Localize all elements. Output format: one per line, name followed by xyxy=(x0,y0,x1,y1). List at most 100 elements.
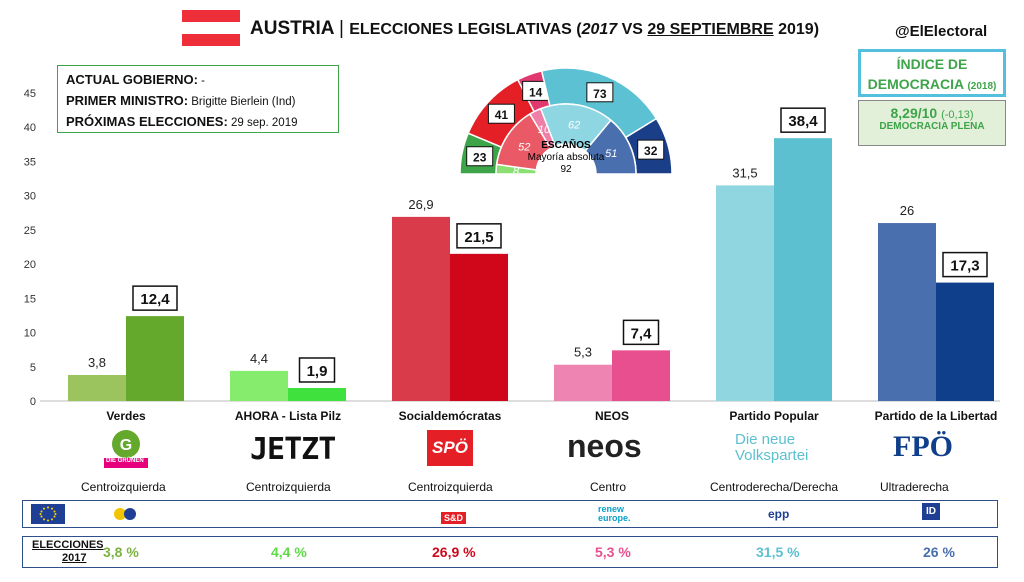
country-name: AUSTRIA xyxy=(250,18,334,39)
neos-logo: neos xyxy=(567,428,642,464)
seat-label-2019: 14 xyxy=(529,85,543,99)
y-tick-label: 45 xyxy=(24,88,36,100)
seat-label-2019: 32 xyxy=(644,144,658,158)
category-label: Partido Popular xyxy=(729,409,819,423)
bar-2019 xyxy=(936,282,994,401)
seat-label-2017: 51 xyxy=(605,148,617,160)
pm-row: PRIMER MINISTRO: Brigitte Bierlein (Ind) xyxy=(66,91,330,112)
seat-label-2019: 41 xyxy=(495,108,509,122)
seats-2017-segment xyxy=(584,119,637,175)
democracy-delta: (-0,13) xyxy=(941,109,974,121)
bar-2017 xyxy=(878,223,936,401)
gov-label: ACTUAL GOBIERNO: xyxy=(66,72,198,87)
y-tick-label: 15 xyxy=(24,293,36,305)
result-2017-verdes: 3,8 % xyxy=(103,544,139,560)
bar-2017 xyxy=(716,185,774,401)
seats-majority-value: 92 xyxy=(560,164,572,175)
data-label-2017: 31,5 xyxy=(732,165,757,180)
seat-label-2019: 73 xyxy=(593,87,607,101)
fpo-logo: FPÖ xyxy=(893,430,953,463)
category-label: Verdes xyxy=(106,409,146,423)
eu-group-id: ID xyxy=(922,503,940,520)
seat-label-2019: 23 xyxy=(473,151,487,165)
data-label-2019: 38,4 xyxy=(788,113,818,130)
title-vs: VS xyxy=(617,21,648,38)
elecciones-label-line2: 2017 xyxy=(62,552,87,564)
seats-title: ESCAÑOS xyxy=(541,138,591,151)
democracy-year: (2018) xyxy=(967,81,997,92)
bar-2017 xyxy=(68,374,126,401)
y-tick-label: 5 xyxy=(30,362,36,374)
next-row: PRÓXIMAS ELECCIONES: 29 sep. 2019 xyxy=(66,112,330,133)
seat-label-2017: 62 xyxy=(568,120,580,132)
y-axis: 0 5 10 15 20 25 30 35 40 45 xyxy=(24,88,1000,408)
seat-label-2017: 52 xyxy=(518,141,530,153)
bar-2017 xyxy=(392,216,450,401)
title-year-prev: 2017 xyxy=(581,21,618,38)
elecciones-2017-row xyxy=(22,536,998,568)
ideology-spo: Centroizquierda xyxy=(408,480,493,494)
ideology-verdes: Centroizquierda xyxy=(81,480,166,494)
data-label-2017: 26,9 xyxy=(408,197,433,212)
seat-label-box xyxy=(637,139,665,160)
data-label-box-2019 xyxy=(298,357,336,383)
y-tick-label: 0 xyxy=(30,396,36,408)
category-label: Partido de la Libertad xyxy=(875,409,998,423)
twitter-handle: @ElElectoral xyxy=(895,23,988,40)
page-title: AUSTRIA | ELECCIONES LEGISLATIVAS (2017 … xyxy=(250,18,819,40)
title-year-curr: 2019) xyxy=(773,21,820,38)
democracy-index-score-box: 8,29/10 (-0,13) DEMOCRACIA PLENA xyxy=(858,100,1006,146)
y-tick-label: 25 xyxy=(24,225,36,237)
ideology-ovp: Centroderecha/Derecha xyxy=(710,480,839,494)
eu-group-renew: renew europe. xyxy=(598,504,631,523)
data-label-2017: 4,4 xyxy=(250,351,268,366)
category-labels: Verdes AHORA - Lista Pilz Socialdemócratas… xyxy=(106,409,997,423)
result-2017-jetzt: 4,4 % xyxy=(271,544,307,560)
verdes-logo-text: DIE GRÜNEN xyxy=(106,458,144,464)
svg-text:G: G xyxy=(120,437,132,454)
democracy-score: 8,29/10 xyxy=(890,105,938,121)
result-2017-spo: 26,9 % xyxy=(432,544,476,560)
eu-flag-icon xyxy=(31,504,65,524)
verdes-logo: G DIE GRÜNEN xyxy=(104,428,148,468)
democracy-title-line2: DEMOCRACIA xyxy=(867,76,964,92)
seat-label-box xyxy=(586,82,614,103)
data-label-2019: 17,3 xyxy=(950,258,979,275)
eu-group-sd: S&D xyxy=(441,512,467,524)
eu-group-epp: epp xyxy=(768,507,790,521)
bar-2019 xyxy=(450,253,508,401)
bar-2019 xyxy=(612,350,670,401)
data-label-2019: 1,9 xyxy=(307,363,328,380)
elecciones-label-line1: ELECCIONES xyxy=(32,539,104,551)
category-label: NEOS xyxy=(595,409,629,423)
result-2017-fpo: 26 % xyxy=(923,544,955,560)
eu-groups-row xyxy=(22,500,998,528)
result-2017-ovp: 31,5 % xyxy=(756,544,800,560)
bar-2019 xyxy=(774,138,832,401)
pm-label: PRIMER MINISTRO: xyxy=(66,93,189,108)
data-label-2017: 5,3 xyxy=(574,345,592,360)
bars-group: 3,8 12,4 4,4 1,9 26,9 21,5 5,3 7,4 31,5 38,4 26 17,… xyxy=(68,107,994,401)
title-text: ELECCIONES LEGISLATIVAS ( xyxy=(349,21,582,38)
gov-value: - xyxy=(197,75,205,87)
title-date: 29 SEPTIEMBRE xyxy=(647,21,774,38)
y-tick-label: 10 xyxy=(24,328,36,340)
bar-2017 xyxy=(230,370,288,401)
elecciones-2017-label: ELECCIONES 2017 xyxy=(32,539,104,565)
category-label: AHORA - Lista Pilz xyxy=(235,409,341,423)
spo-logo: SPÖ xyxy=(427,430,473,466)
y-tick-label: 20 xyxy=(24,259,36,271)
ideology-neos: Centro xyxy=(590,480,627,494)
bar-2019 xyxy=(126,316,184,401)
ideology-jetzt: Centroizquierda xyxy=(246,480,331,494)
democracy-index-title: ÍNDICE DE DEMOCRACIA (2018) xyxy=(858,49,1006,97)
ideology-fpo: Ultraderecha xyxy=(880,480,949,494)
data-label-2019: 12,4 xyxy=(140,291,170,308)
data-label-2019: 21,5 xyxy=(464,229,493,246)
democracy-label: DEMOCRACIA PLENA xyxy=(879,121,985,132)
y-tick-label: 35 xyxy=(24,156,36,168)
data-label-box-2019 xyxy=(132,285,178,311)
data-label-2017: 3,8 xyxy=(88,355,106,370)
bar-2017 xyxy=(554,364,612,401)
